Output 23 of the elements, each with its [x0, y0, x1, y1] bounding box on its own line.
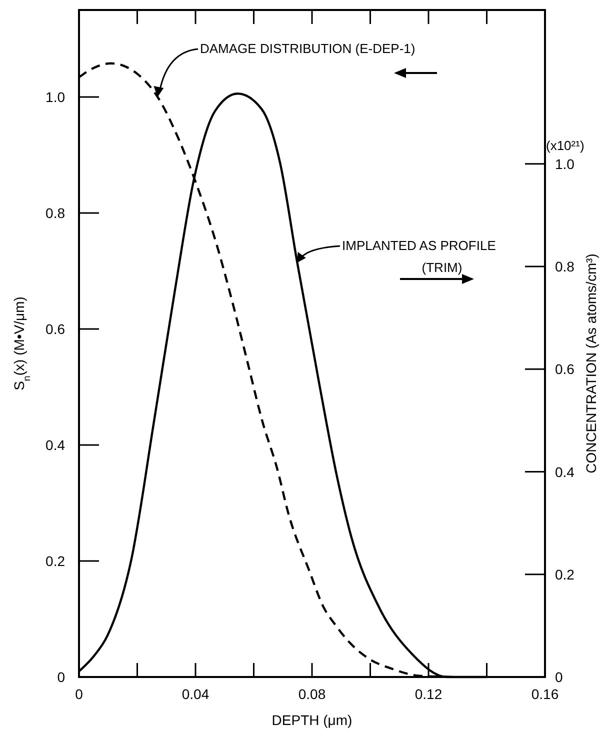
y2-tick-label: 0 [555, 669, 563, 685]
x-tick-label: 0.16 [531, 686, 559, 702]
y2-axis-title: CONCENTRATION (As atoms/cm³) [583, 254, 599, 474]
y-tick-label: 0.2 [46, 553, 66, 569]
x-tick-label: 0.04 [182, 686, 210, 702]
x-tick-label: 0.08 [298, 686, 326, 702]
annotation: (TRIM) [422, 260, 462, 275]
y2-tick-label: 0.4 [555, 464, 575, 480]
y-tick-label: 0.4 [46, 437, 66, 453]
y-tick-label: 1.0 [46, 89, 66, 105]
x-axis-title: DEPTH (μm) [272, 712, 352, 728]
y2-tick-label: 0.8 [555, 258, 575, 275]
x-tick-label: 0.12 [414, 686, 442, 702]
text: (x10²¹) [546, 138, 584, 153]
y-tick-label: 0 [57, 669, 66, 685]
y2-tick-label: 1.0 [555, 156, 575, 172]
y-tick-label: 0.6 [46, 321, 66, 337]
x-tick-label: 0 [75, 686, 84, 702]
y2-tick-label: 0.6 [555, 361, 575, 378]
y2-tick-label: 0.2 [555, 566, 575, 582]
annotation: DAMAGE DISTRIBUTION (E-DEP-1) [200, 41, 416, 56]
y-tick-label: 0.8 [46, 205, 66, 221]
annotation: IMPLANTED AS PROFILE [342, 238, 496, 253]
